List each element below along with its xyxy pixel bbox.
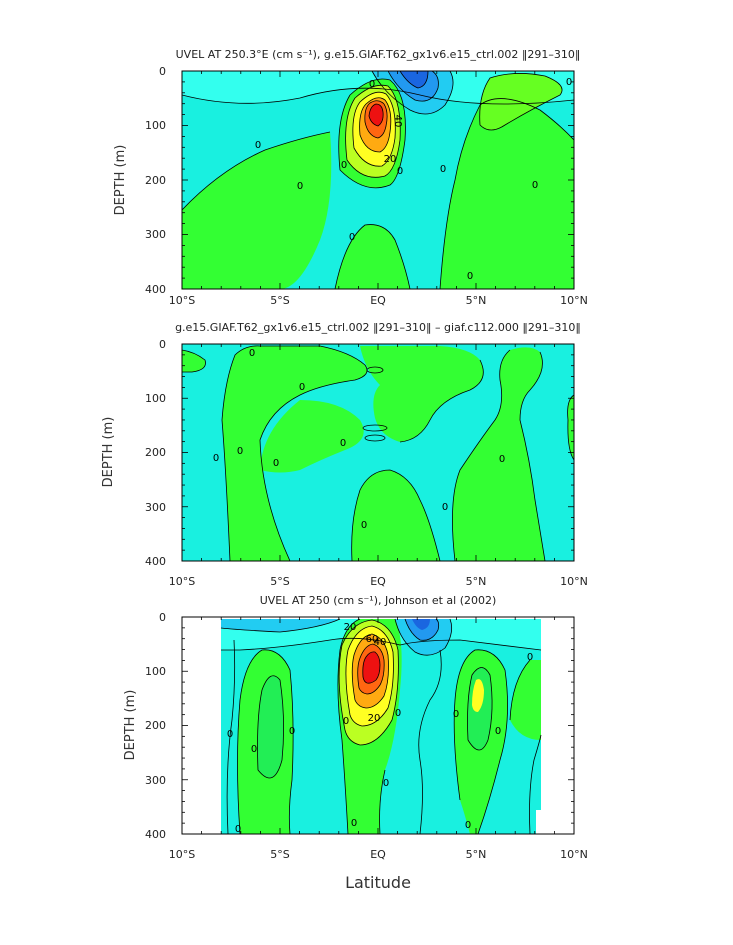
x-tick-label: 10°N (560, 294, 588, 307)
panel-1-field (182, 71, 574, 289)
panel-1-tick-marks (181, 70, 575, 290)
x-tick-label: 5°N (466, 848, 487, 861)
panel-3-y-ticks: 0 100 200 300 400 (145, 611, 166, 841)
panel-2-y-ticks: 0 100 200 300 400 (145, 338, 166, 568)
panel-2-contour-label: 0 (299, 382, 305, 393)
y-tick-label: 200 (145, 174, 166, 187)
panel-2-tick-marks (181, 343, 575, 562)
panel-1-contour-label: 0 (467, 271, 473, 282)
y-tick-label: 0 (159, 338, 166, 351)
panel-2-field (182, 344, 574, 561)
y-tick-label: 300 (145, 774, 166, 787)
y-tick-label: 200 (145, 446, 166, 459)
panel-1-contour-label: 0 (532, 180, 538, 191)
panel-2-contour-label: 0 (249, 348, 255, 359)
y-tick-label: 0 (159, 65, 166, 78)
x-tick-label: 5°N (466, 575, 487, 588)
y-tick-label: 0 (159, 611, 166, 624)
panel-3-contour-label: 0 (235, 824, 241, 835)
panel-3-contour-label: 0 (527, 652, 533, 663)
panel-3-contour-label: 40 (374, 637, 387, 648)
x-tick-label: 10°S (169, 575, 195, 588)
panel-1-y-ticks: 0 100 200 300 400 (145, 65, 166, 296)
panel-1-contour-label: 0 (255, 140, 261, 151)
y-tick-label: 300 (145, 228, 166, 241)
x-tick-label: 10°S (169, 294, 195, 307)
panel-3-y-axis-label: DEPTH (m) (123, 690, 138, 761)
panel-1-contour-label: 0 (341, 160, 347, 171)
x-tick-label: EQ (370, 848, 386, 861)
panel-3-contour-label: 0 (227, 729, 233, 740)
panel-1-contour-label: 0 (297, 181, 303, 192)
x-tick-label: 5°S (270, 575, 289, 588)
y-tick-label: 300 (145, 501, 166, 514)
x-tick-label: 5°S (270, 848, 289, 861)
panel-2-contour-label: 0 (273, 458, 279, 469)
panel-1-contour-label: 0 (566, 77, 572, 88)
x-tick-label: 5°S (270, 294, 289, 307)
panel-2: g.e15.GIAF.T62_gx1v6.e15_ctrl.002 ‖291–3… (101, 321, 588, 588)
panel-2-contour-label: 0 (442, 502, 448, 513)
y-tick-label: 100 (145, 392, 166, 405)
panel-3-tick-marks (181, 616, 575, 835)
panel-1-y-axis-label: DEPTH (m) (113, 145, 128, 216)
panel-1: UVEL AT 250.3°E (cm s⁻¹), g.e15.GIAF.T62… (113, 48, 588, 307)
y-tick-label: 400 (145, 828, 166, 841)
y-tick-label: 100 (145, 119, 166, 132)
panel-3: UVEL AT 250 (cm s⁻¹), Johnson et al (200… (123, 594, 588, 861)
panel-3-contour-label: 0 (495, 726, 501, 737)
panel-3-contour-label: 20 (368, 713, 381, 724)
panel-2-contour-label: 0 (213, 453, 219, 464)
panel-2-y-axis-label: DEPTH (m) (101, 417, 116, 488)
x-tick-label: EQ (370, 294, 386, 307)
panel-2-contour-label: 0 (237, 446, 243, 457)
panel-1-contour-label: 0 (369, 79, 375, 90)
panel-3-contour-label: 0 (465, 820, 471, 831)
panel-3-title: UVEL AT 250 (cm s⁻¹), Johnson et al (200… (260, 594, 497, 607)
x-tick-label: 10°S (169, 848, 195, 861)
panel-3-contour-label: 0 (453, 709, 459, 720)
x-tick-label: 10°N (560, 848, 588, 861)
panel-2-contour-label: 0 (361, 520, 367, 531)
y-tick-label: 400 (145, 555, 166, 568)
panel-3-x-ticks: 10°S 5°S EQ 5°N 10°N (169, 848, 588, 861)
panel-3-contour-label: 0 (351, 818, 357, 829)
panel-1-contour-label: 0 (349, 232, 355, 243)
x-tick-label: 10°N (560, 575, 588, 588)
panel-3-contour-label: 0 (251, 744, 257, 755)
x-tick-label: 5°N (466, 294, 487, 307)
panel-3-contour-label: 0 (395, 708, 401, 719)
panel-1-contour-label: 20 (384, 154, 397, 165)
panel-2-x-ticks: 10°S 5°S EQ 5°N 10°N (169, 575, 588, 588)
panel-1-contour-label: 0 (440, 164, 446, 175)
y-tick-label: 400 (145, 283, 166, 296)
panel-3-contour-label: 20 (344, 622, 357, 633)
panel-1-contour-label: 40 (392, 115, 403, 128)
panel-1-contour-label: 0 (397, 166, 403, 177)
y-tick-label: 200 (145, 719, 166, 732)
panel-2-contour-label: 0 (340, 438, 346, 449)
panel-3-contour-label: 0 (289, 726, 295, 737)
x-tick-label: EQ (370, 575, 386, 588)
x-axis-label: Latitude (345, 873, 411, 892)
panel-3-contour-label: 0 (343, 716, 349, 727)
y-tick-label: 100 (145, 665, 166, 678)
panel-1-title: UVEL AT 250.3°E (cm s⁻¹), g.e15.GIAF.T62… (176, 48, 581, 61)
panel-2-contour-label: 0 (499, 454, 505, 465)
panel-2-title: g.e15.GIAF.T62_gx1v6.e15_ctrl.002 ‖291–3… (175, 321, 581, 334)
panel-1-x-ticks: 10°S 5°S EQ 5°N 10°N (169, 294, 588, 307)
panel-3-contour-label: 60 (366, 634, 379, 645)
panel-3-field (182, 617, 574, 834)
panel-3-contour-label: 0 (383, 778, 389, 789)
